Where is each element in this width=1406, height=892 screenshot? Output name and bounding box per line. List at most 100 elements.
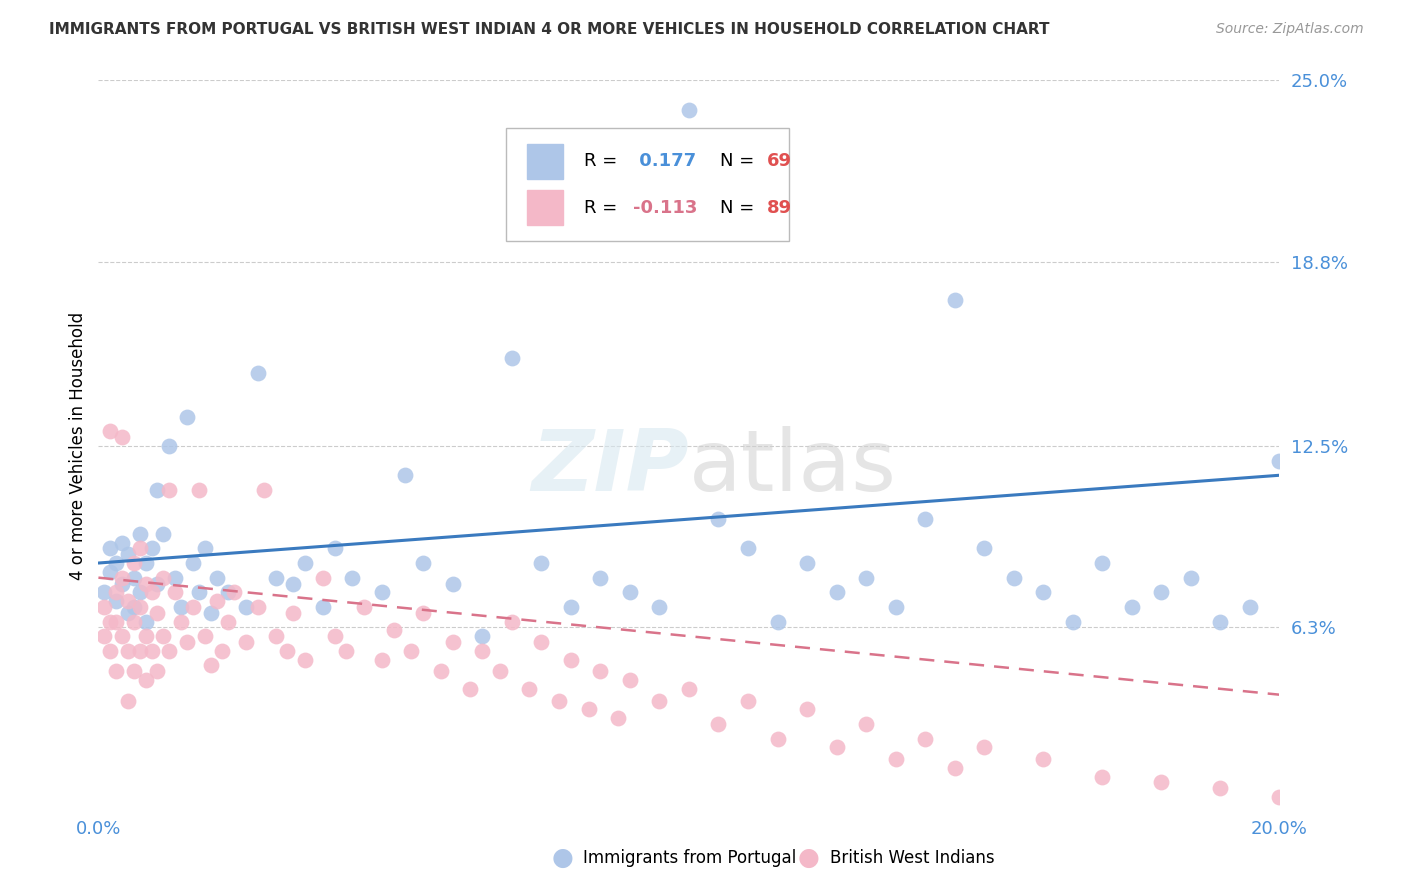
Point xyxy=(128,599,150,614)
Point xyxy=(283,606,305,620)
Point xyxy=(176,635,198,649)
Point xyxy=(1032,752,1054,766)
Point xyxy=(98,615,121,629)
Point xyxy=(855,717,877,731)
Point xyxy=(1121,599,1143,614)
Point xyxy=(146,576,169,591)
Point xyxy=(707,717,730,731)
Point xyxy=(128,541,150,556)
Point xyxy=(796,556,818,570)
Point xyxy=(205,571,228,585)
Point xyxy=(401,644,423,658)
Point xyxy=(766,731,789,746)
Point xyxy=(98,425,121,439)
Point xyxy=(128,585,150,599)
Point xyxy=(117,594,139,608)
Point xyxy=(312,599,335,614)
Point xyxy=(165,571,187,585)
Point xyxy=(1002,571,1025,585)
Point xyxy=(501,351,523,366)
Point xyxy=(371,652,394,666)
Point xyxy=(560,652,582,666)
Point xyxy=(141,644,163,658)
Point xyxy=(1268,790,1291,805)
Text: R =: R = xyxy=(583,199,623,217)
Point xyxy=(943,761,966,775)
Point xyxy=(530,556,553,570)
Point xyxy=(766,615,789,629)
Text: 69: 69 xyxy=(766,153,792,170)
Text: -0.113: -0.113 xyxy=(634,199,697,217)
Point xyxy=(253,483,276,497)
Point xyxy=(382,624,405,638)
Point xyxy=(135,576,157,591)
Point xyxy=(323,541,346,556)
Point xyxy=(135,556,157,570)
Point xyxy=(122,599,145,614)
Point xyxy=(105,594,128,608)
Text: ●: ● xyxy=(551,847,574,870)
Point xyxy=(394,468,416,483)
Point xyxy=(128,644,150,658)
Point xyxy=(117,606,139,620)
Point xyxy=(1209,781,1232,796)
Point xyxy=(200,658,222,673)
Point xyxy=(146,483,169,497)
Point xyxy=(146,665,169,679)
Point xyxy=(1150,585,1173,599)
Text: ZIP: ZIP xyxy=(531,426,689,509)
Point xyxy=(973,541,995,556)
Point xyxy=(105,665,128,679)
Point xyxy=(117,547,139,561)
FancyBboxPatch shape xyxy=(506,128,789,241)
Point xyxy=(796,702,818,716)
Point xyxy=(548,693,571,707)
Point xyxy=(235,635,257,649)
Point xyxy=(737,693,759,707)
Point xyxy=(973,740,995,755)
Point xyxy=(111,571,134,585)
Point xyxy=(152,629,174,643)
Point xyxy=(122,556,145,570)
Text: ●: ● xyxy=(797,847,820,870)
Point xyxy=(141,541,163,556)
Text: 0.177: 0.177 xyxy=(634,153,696,170)
Point xyxy=(323,629,346,643)
Point xyxy=(122,571,145,585)
Point xyxy=(217,615,239,629)
Point xyxy=(152,571,174,585)
Point xyxy=(205,594,228,608)
FancyBboxPatch shape xyxy=(527,190,562,225)
Point xyxy=(157,439,180,453)
Point xyxy=(530,635,553,649)
Point xyxy=(283,576,305,591)
Point xyxy=(117,644,139,658)
Point xyxy=(165,585,187,599)
Point xyxy=(135,629,157,643)
Point xyxy=(294,652,316,666)
Point xyxy=(335,644,357,658)
Text: N =: N = xyxy=(720,199,759,217)
Point xyxy=(471,629,494,643)
Point xyxy=(105,585,128,599)
Point xyxy=(312,571,335,585)
Point xyxy=(194,629,217,643)
Point xyxy=(111,629,134,643)
Point xyxy=(264,629,287,643)
Point xyxy=(176,409,198,424)
Point xyxy=(157,644,180,658)
Point xyxy=(460,681,482,696)
Point xyxy=(707,512,730,526)
Text: N =: N = xyxy=(720,153,759,170)
Point xyxy=(914,731,936,746)
Point xyxy=(412,556,434,570)
Point xyxy=(122,615,145,629)
Point xyxy=(471,644,494,658)
Text: 89: 89 xyxy=(766,199,792,217)
Point xyxy=(884,599,907,614)
Point xyxy=(825,740,848,755)
Y-axis label: 4 or more Vehicles in Household: 4 or more Vehicles in Household xyxy=(69,312,87,580)
Point xyxy=(105,556,128,570)
Text: Source: ZipAtlas.com: Source: ZipAtlas.com xyxy=(1216,22,1364,37)
Point xyxy=(619,585,641,599)
